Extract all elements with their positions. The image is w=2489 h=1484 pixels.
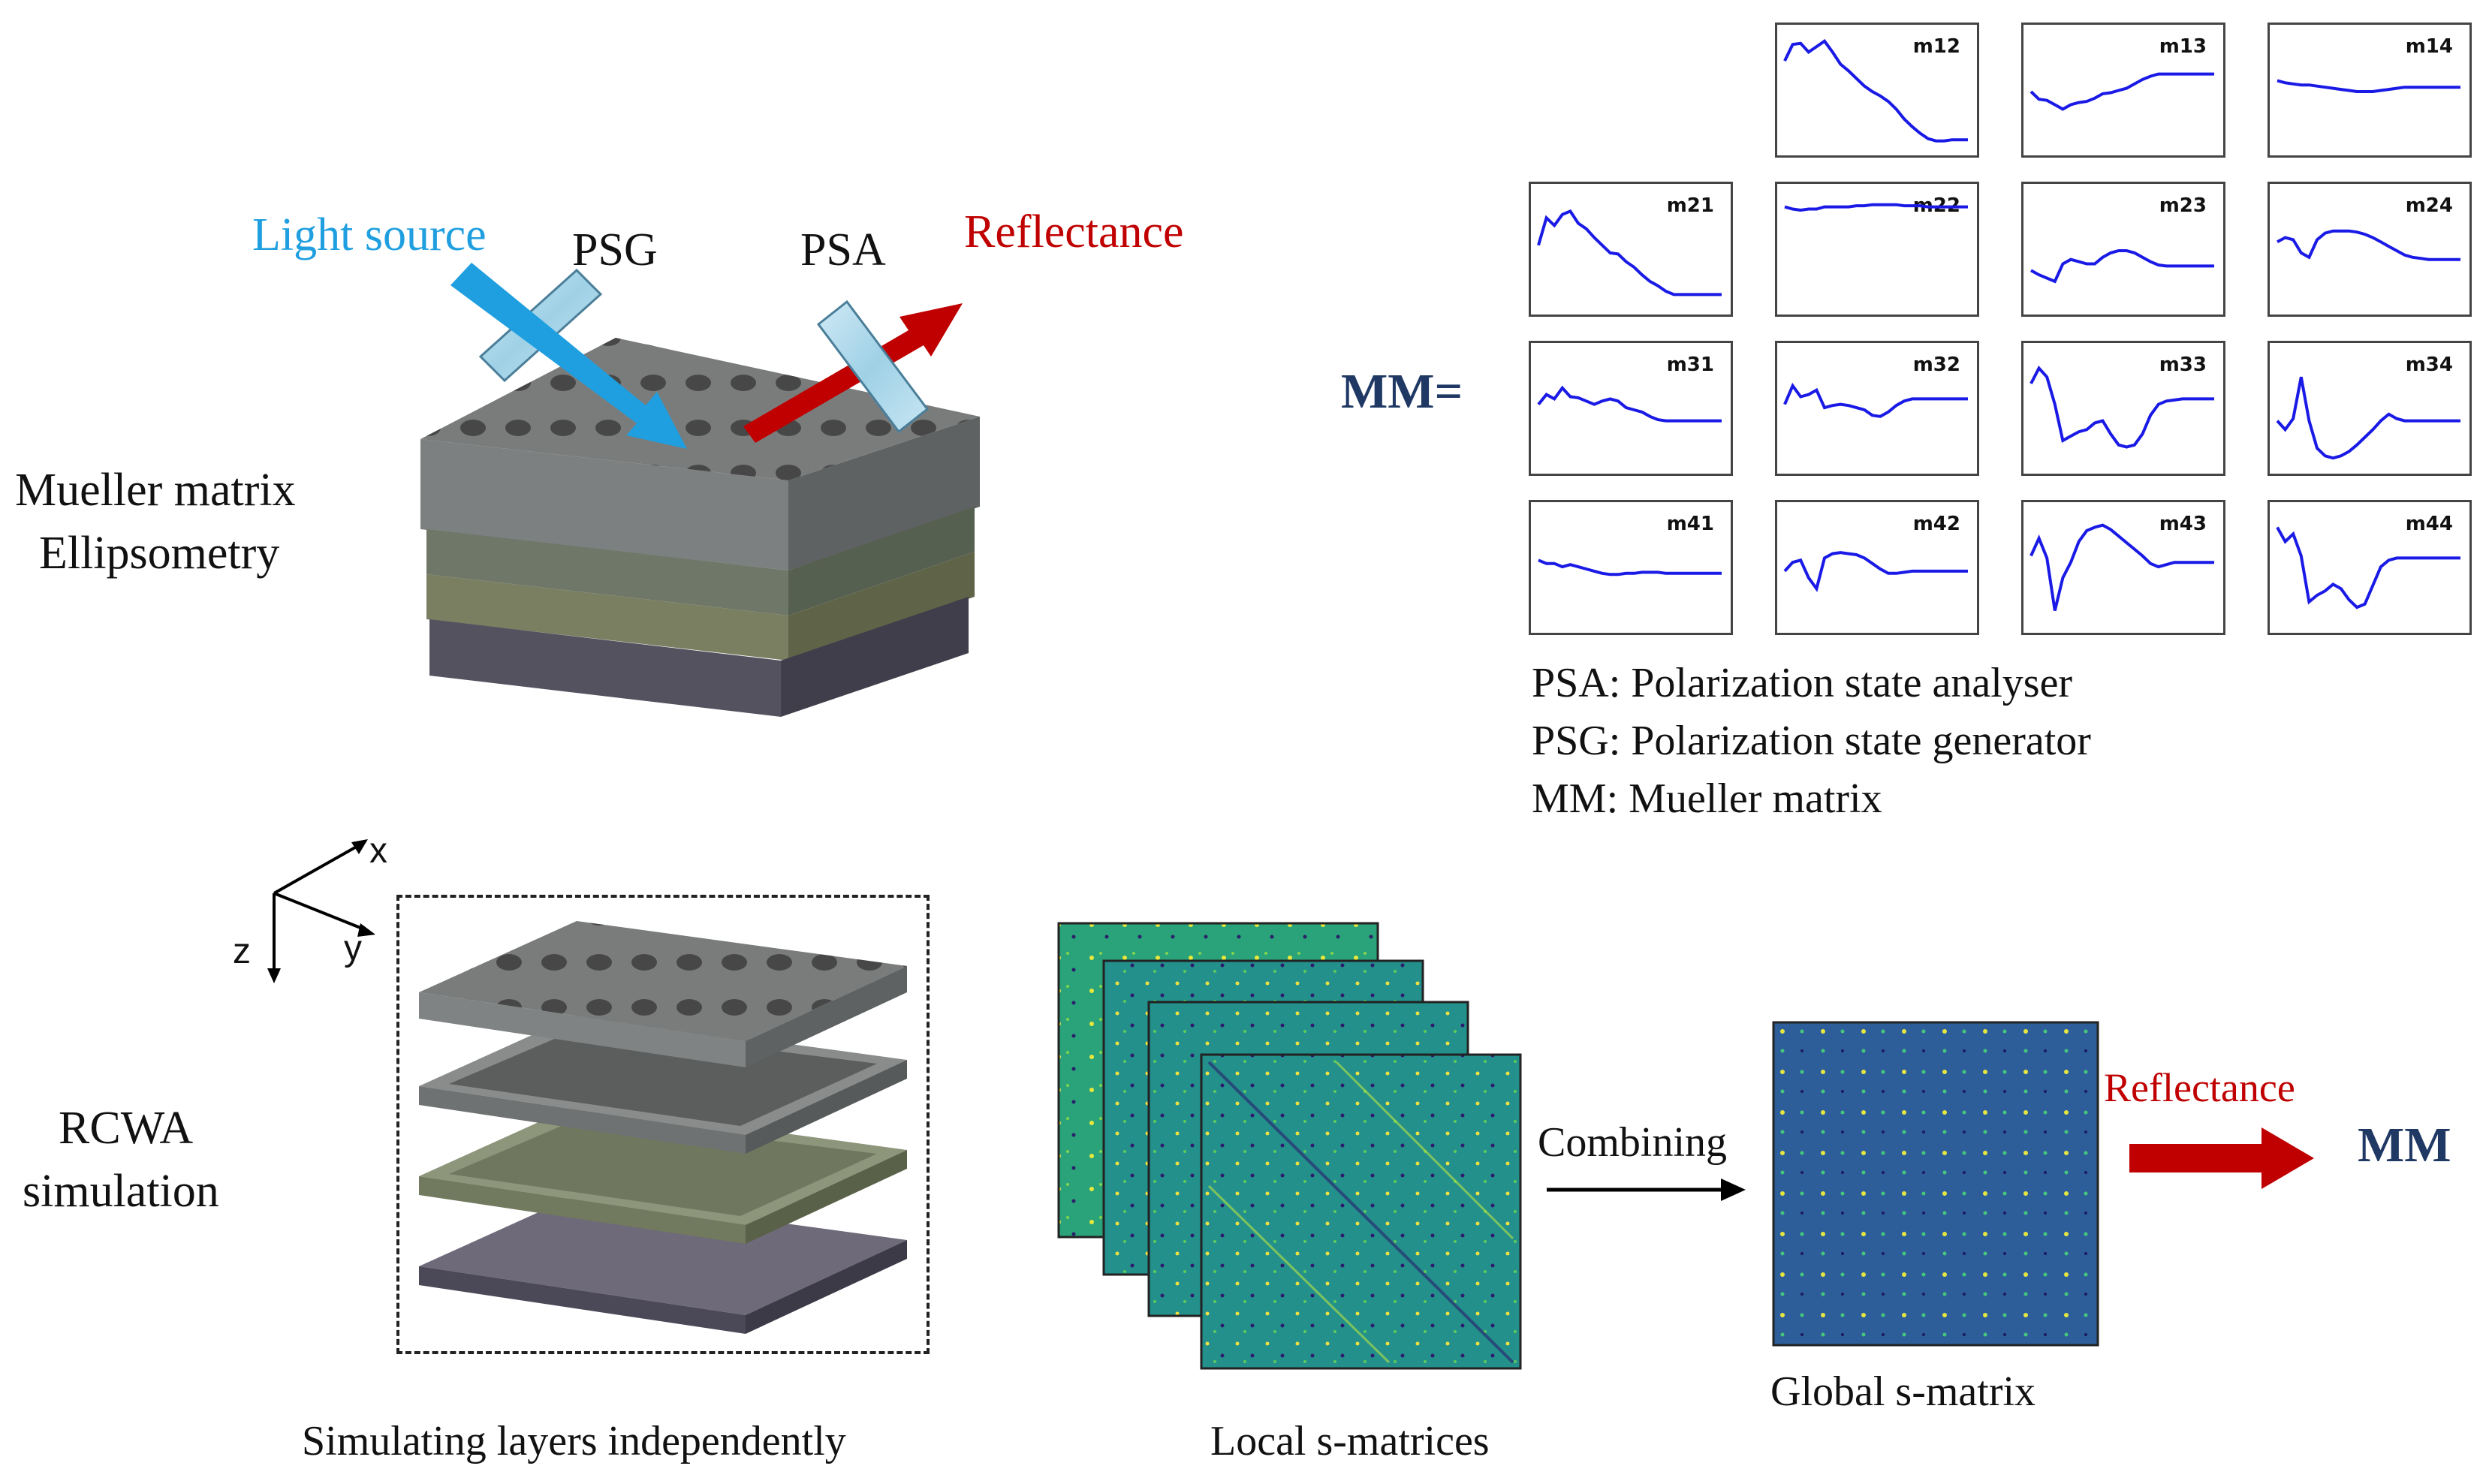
reflectance-arrow bbox=[743, 303, 963, 443]
mm-panel-label: m43 bbox=[2159, 513, 2207, 535]
combining-arrow bbox=[1547, 1178, 1746, 1201]
layers-caption: Simulating layers independently bbox=[302, 1418, 846, 1464]
rcwa-reflectance-arrow bbox=[2129, 1127, 2314, 1189]
mm-equals-label: MM= bbox=[1341, 364, 1463, 419]
mueller-matrix-grid: m12 m13 m14 m21 m22 m23 m24 m31 m32 m33 m34 m41 m42 m… bbox=[1529, 23, 2472, 638]
mm-panel-m31: m31 bbox=[1529, 341, 1733, 476]
mm-curve-plot bbox=[1783, 382, 1968, 418]
mm-panel-label: m34 bbox=[2405, 354, 2453, 376]
hole-array bbox=[420, 338, 980, 480]
mm-curve-plot bbox=[1537, 385, 1722, 423]
mm-curve-plot bbox=[2277, 79, 2460, 93]
axis-y-label: y bbox=[344, 929, 362, 968]
mm-curve-m22 bbox=[1784, 203, 1968, 212]
mm-curve-m23 bbox=[2030, 249, 2214, 284]
rcwa-label-line1: RCWA bbox=[59, 1103, 194, 1154]
legend-psa: PSA: Polarization state analyser bbox=[1532, 660, 2073, 706]
mm-curve-plot bbox=[1783, 551, 1968, 592]
axis-x-label: x bbox=[369, 831, 387, 871]
method-label-line2: Ellipsometry bbox=[39, 528, 280, 579]
global-caption: Global s-matrix bbox=[1770, 1368, 2036, 1415]
mm-panel-m13: m13 bbox=[2021, 23, 2225, 158]
mm-panel-label: m21 bbox=[1666, 194, 1714, 217]
mm-panel-m12: m12 bbox=[1775, 23, 1979, 158]
mm-curve-plot bbox=[1783, 39, 1968, 143]
mm-panel-label: m24 bbox=[2405, 194, 2453, 217]
mm-curve-plot bbox=[2277, 229, 2460, 261]
mm-panel-label: m42 bbox=[1912, 513, 1960, 535]
mm-curve-m33 bbox=[2029, 366, 2214, 449]
rcwa-result-mm: MM bbox=[2358, 1118, 2451, 1172]
mm-panel-label: m13 bbox=[2159, 35, 2207, 58]
local-caption: Local s-matrices bbox=[1210, 1418, 1490, 1464]
coordinate-axes bbox=[267, 839, 375, 983]
layers-dashed-box bbox=[396, 895, 930, 1354]
ellipsometry-setup-drawing bbox=[420, 263, 980, 717]
mm-curve-plot bbox=[2029, 523, 2214, 611]
mm-panel-m42: m42 bbox=[1775, 500, 1979, 635]
local-s-matrices-stack bbox=[1057, 922, 1522, 1370]
method-label-line1: Mueller matrix bbox=[15, 465, 296, 516]
mm-panel-label: m12 bbox=[1912, 35, 1960, 58]
light-source-label: Light source bbox=[252, 209, 487, 260]
mm-curve-m34 bbox=[2276, 376, 2460, 460]
mm-curve-m24 bbox=[2277, 229, 2460, 261]
legend-psg: PSG: Polarization state generator bbox=[1532, 718, 2091, 764]
exploded-layers-drawing bbox=[419, 921, 907, 1334]
mm-panel-m22: m22 bbox=[1775, 182, 1979, 317]
mm-curve-m42 bbox=[1783, 551, 1968, 592]
mm-curve-m13 bbox=[2029, 72, 2214, 111]
mm-panel-label: m14 bbox=[2405, 35, 2453, 58]
mm-panel-m44: m44 bbox=[2268, 500, 2472, 635]
reflectance-label: Reflectance bbox=[964, 206, 1184, 257]
mm-panel-m24: m24 bbox=[2268, 182, 2472, 317]
mm-curve-m12 bbox=[1783, 39, 1968, 143]
mm-curve-m43 bbox=[2029, 523, 2214, 611]
mm-curve-plot bbox=[1538, 558, 1722, 576]
rcwa-reflectance-label: Reflectance bbox=[2104, 1065, 2295, 1110]
mm-panel-m21: m21 bbox=[1529, 182, 1733, 317]
mm-panel-label: m33 bbox=[2159, 354, 2207, 376]
mm-panel-m41: m41 bbox=[1529, 500, 1733, 635]
mm-curve-plot bbox=[1784, 203, 1968, 212]
legend-mm: MM: Mueller matrix bbox=[1532, 775, 1882, 822]
mm-panel-m33: m33 bbox=[2021, 341, 2225, 476]
mm-panel-m32: m32 bbox=[1775, 341, 1979, 476]
psg-label: PSG bbox=[572, 224, 658, 275]
mm-panel-label: m23 bbox=[2159, 194, 2207, 217]
mm-panel-m34: m34 bbox=[2268, 341, 2472, 476]
psa-label: PSA bbox=[800, 224, 886, 275]
mm-curve-m44 bbox=[2276, 526, 2460, 610]
mm-curve-m31 bbox=[1537, 385, 1722, 423]
mm-curve-plot bbox=[2029, 366, 2214, 449]
mm-panel-label: m41 bbox=[1666, 513, 1714, 535]
rcwa-label-line2: simulation bbox=[23, 1166, 219, 1217]
mm-curve-plot bbox=[2029, 72, 2214, 111]
mm-panel-m23: m23 bbox=[2021, 182, 2225, 317]
light-source-arrow bbox=[450, 263, 687, 449]
psa-plate bbox=[816, 300, 930, 434]
mm-panel-label: m44 bbox=[2405, 513, 2453, 535]
mm-curve-m32 bbox=[1783, 382, 1968, 418]
mm-curve-plot bbox=[2276, 526, 2460, 610]
mm-panel-m43: m43 bbox=[2021, 500, 2225, 635]
axis-z-label: z bbox=[233, 932, 251, 971]
mm-curve-plot bbox=[1537, 209, 1722, 296]
mm-panel-label: m32 bbox=[1912, 354, 1960, 376]
mm-panel-m14: m14 bbox=[2268, 23, 2472, 158]
mm-curve-plot bbox=[2030, 249, 2214, 284]
global-s-matrix bbox=[1772, 1021, 2099, 1347]
mm-curve-m41 bbox=[1538, 558, 1722, 576]
mm-curve-m21 bbox=[1537, 209, 1722, 296]
mm-curve-plot bbox=[2276, 376, 2460, 460]
combining-label: Combining bbox=[1538, 1119, 1728, 1166]
mm-curve-m14 bbox=[2277, 79, 2460, 93]
mm-panel-label: m31 bbox=[1666, 354, 1714, 376]
